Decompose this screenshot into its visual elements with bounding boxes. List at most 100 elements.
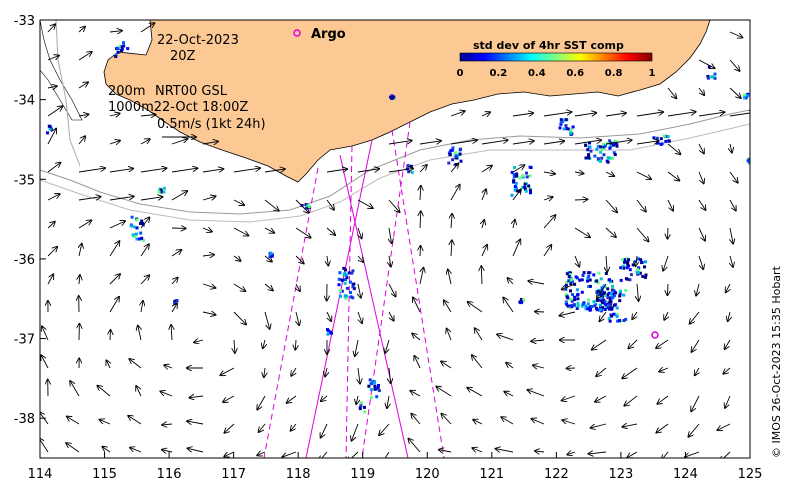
coastline-west: [40, 20, 83, 121]
sst-pixel: [373, 379, 377, 383]
current-vector: [326, 199, 334, 210]
current-vector: [202, 141, 218, 144]
sst-pixel: [608, 146, 612, 150]
sst-pixel: [372, 381, 376, 385]
sst-pixel: [358, 407, 362, 411]
current-vector: [347, 451, 359, 458]
current-vector: [667, 143, 680, 154]
sst-pixel: [352, 287, 356, 291]
current-vector: [698, 59, 715, 68]
current-vector: [109, 297, 119, 313]
x-tick-label: 122: [544, 467, 569, 482]
sst-pixel: [621, 258, 625, 262]
sst-pixel: [562, 118, 566, 122]
sst-pixel: [513, 185, 517, 188]
sst-pixel: [655, 136, 659, 140]
current-vector: [264, 227, 274, 233]
sst-pixel: [369, 382, 373, 386]
current-vector: [295, 255, 304, 264]
sst-pixel: [569, 273, 573, 277]
current-vector: [698, 227, 705, 241]
sst-pixel: [593, 304, 597, 308]
sst-pixel: [580, 278, 584, 282]
current-vector: [419, 165, 427, 173]
sst-pixel: [615, 306, 619, 310]
sst-pixel: [624, 317, 628, 321]
sst-pixel: [569, 289, 572, 293]
current-vector: [729, 171, 738, 183]
current-vector: [388, 199, 400, 212]
sst-pixel: [656, 141, 660, 145]
sst-pixel: [652, 136, 656, 140]
current-vector: [414, 356, 421, 369]
sst-pixel: [135, 237, 139, 241]
current-vector: [662, 451, 669, 458]
current-vector: [420, 211, 421, 229]
current-vector: [574, 227, 590, 237]
current-vector: [264, 255, 272, 262]
current-vector: [356, 395, 358, 404]
sst-pixel: [375, 387, 379, 391]
sst-pixel: [458, 152, 462, 156]
current-vector: [698, 255, 703, 269]
sst-pixel: [609, 306, 613, 310]
sst-pixel: [139, 231, 143, 235]
current-vector: [730, 227, 733, 244]
plot-frame: [39, 19, 751, 459]
colorbar-title: std dev of 4hr SST comp: [473, 39, 624, 52]
sst-pixel: [604, 272, 608, 275]
colorbar-ticks: 0 0.2 0.4 0.6 0.8 1: [457, 68, 656, 79]
current-vector: [47, 247, 57, 257]
sst-pixel: [326, 332, 330, 336]
sst-pixel: [612, 151, 616, 155]
sst-pixel: [573, 303, 576, 307]
sst-pixel: [588, 284, 592, 288]
sst-pixel: [522, 298, 526, 302]
current-vector: [730, 255, 733, 267]
sst-pixel: [622, 266, 626, 270]
current-vector: [441, 361, 452, 369]
current-vector: [224, 451, 235, 456]
current-vector: [543, 197, 553, 200]
current-vector: [257, 395, 266, 410]
sst-pixel: [459, 159, 463, 163]
sst-pixel: [602, 153, 606, 157]
sst-pixel: [173, 301, 177, 305]
current-vector: [698, 87, 704, 95]
sst-pixel: [581, 302, 585, 306]
current-vector: [730, 143, 732, 153]
sst-pixel: [706, 76, 710, 80]
current-vector: [605, 227, 616, 237]
current-vector: [70, 381, 80, 397]
current-vector: [358, 367, 360, 384]
current-vector: [667, 112, 696, 117]
current-vector: [47, 274, 53, 285]
current-vector: [387, 395, 389, 408]
sst-pixel: [615, 142, 619, 146]
sst-pixel: [159, 188, 163, 192]
current-vector: [171, 191, 187, 201]
sst-pixel: [369, 388, 373, 392]
sst-pixel: [528, 165, 532, 169]
current-vector: [138, 326, 141, 341]
sst-pixel: [521, 174, 525, 178]
sst-pixel: [351, 285, 355, 289]
current-vector: [627, 451, 638, 458]
current-vector: [508, 278, 514, 285]
sst-pixel: [140, 236, 144, 240]
sst-pixel: [595, 298, 599, 302]
sst-pixel: [157, 190, 161, 194]
y-tick-label: -35: [14, 173, 35, 188]
current-vector: [481, 166, 492, 173]
current-vector: [78, 220, 91, 229]
current-vector: [189, 396, 204, 398]
sst-pixel: [607, 292, 611, 295]
current-vector: [79, 244, 82, 257]
sst-pixel: [565, 127, 568, 131]
sst-pixel: [603, 144, 607, 148]
current-vector: [78, 27, 85, 33]
sst-pixel: [600, 286, 604, 290]
sst-pixel: [570, 299, 574, 303]
sst-pixel: [570, 277, 574, 281]
sst-pixel: [448, 152, 452, 156]
